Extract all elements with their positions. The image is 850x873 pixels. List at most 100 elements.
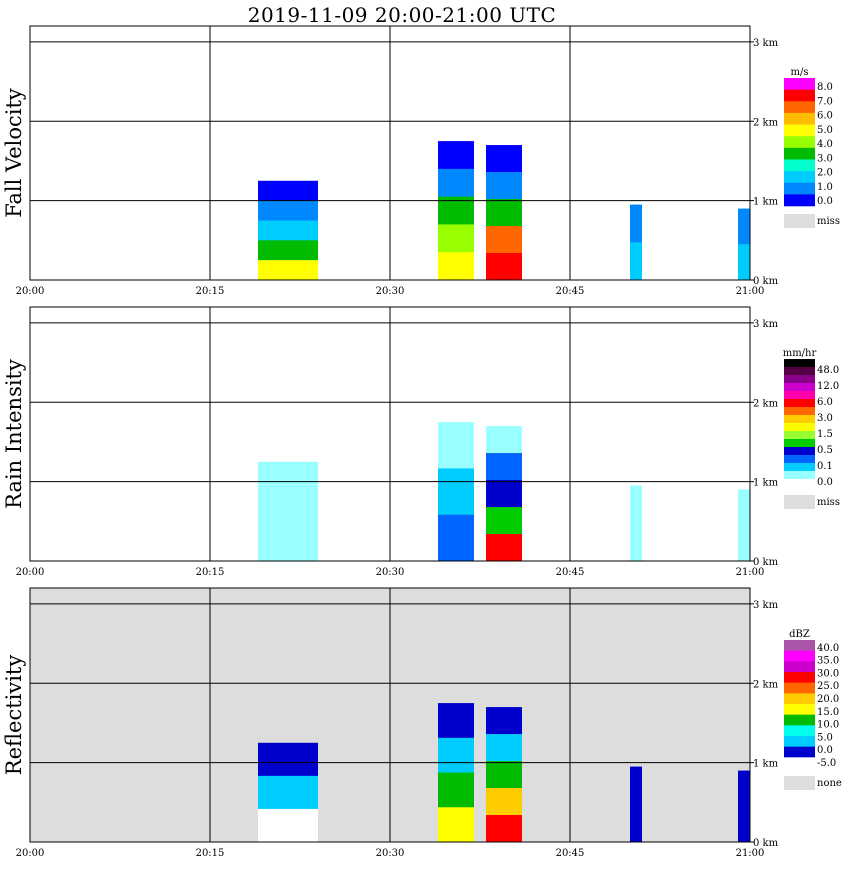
colorbar-reflectivity: dBZ 40.0 35.030.0 25.0 20.0 15.0 10.05.0 0.0 -5.… [784,629,842,790]
colorbar-label: 40.0 [817,643,839,654]
y-axis-label: Rain Intensity [2,359,26,509]
echo-cell [438,703,474,739]
colorbar-swatch [784,431,815,440]
x-tick-label: 20:15 [196,848,225,859]
colorbar-swatch [784,171,815,184]
colorbar-swatch [784,415,815,424]
echo-cell [258,240,318,261]
y-tick-label: 0 km [753,557,779,568]
colorbar-swatch [784,367,815,376]
colorbar-swatch [784,672,815,683]
colorbar-unit: dBZ [789,629,810,640]
echo-cell [738,244,750,281]
colorbar-label: 3.0 [817,153,833,164]
echo-cell [438,141,474,170]
panel-rain-intensity: 0 km 1 km 2 km 3 km 20:00 20:15 20:30 20:45 21:0… [2,306,840,578]
colorbar-swatch [784,375,815,384]
colorbar-label: 6.0 [817,111,833,122]
colorbar-swatch [784,447,815,456]
colorbar-label: 6.0 [817,397,833,408]
colorbar-missing-label: miss [817,497,840,508]
echo-cell [486,507,522,535]
colorbar-swatch [784,407,815,416]
colorbar-label: 35.0 [817,656,839,667]
colorbar-missing-label: none [817,778,842,789]
echo-group [258,703,750,843]
colorbar-label: 0.5 [817,445,833,456]
colorbar-label: 0.0 [817,477,833,488]
echo-cell [738,489,750,562]
echo-cell [486,761,522,789]
colorbar-swatch [784,101,815,114]
colorbar-swatch [784,714,815,726]
y-tick-label: 0 km [753,838,779,849]
colorbar-swatch [784,757,815,769]
colorbar-swatch [784,124,815,137]
echo-cell [258,742,318,777]
y-tick-label: 0 km [753,276,779,287]
colorbar-missing-label: miss [817,216,840,227]
colorbar-label: 2.0 [817,168,833,179]
colorbar-swatch [784,159,815,172]
colorbar-label: 7.0 [817,96,833,107]
echo-cell [258,220,318,241]
echo-cell [438,807,474,843]
colorbar-label: 5.0 [817,125,833,136]
y-tick-label: 2 km [753,679,779,690]
echo-cell [438,422,474,469]
colorbar-swatch [784,147,815,160]
echo-cell [258,461,318,562]
y-tick-label: 1 km [753,197,779,208]
colorbar-label: 20.0 [817,694,839,705]
echo-group [258,141,750,281]
echo-cell [630,204,642,243]
echo-group [258,422,750,562]
colorbar-missing-swatch [784,214,815,228]
x-tick-label: 21:00 [736,286,765,297]
y-axis-label: Reflectivity [2,655,26,776]
colorbar-swatch [784,391,815,400]
y-tick-label: 3 km [753,38,779,49]
colorbar-label: 30.0 [817,668,839,679]
colorbar-swatch [784,746,815,758]
plot-frame [29,25,751,281]
x-tick-label: 20:45 [556,848,585,859]
colorbar-label: 0.1 [817,461,833,472]
panel-fall-velocity: 0 km 1 km 2 km 3 km 20:00 20:15 20:30 20:45 21:0… [2,25,840,297]
colorbar-label: 8.0 [817,82,833,93]
x-tick-label: 20:00 [16,848,45,859]
echo-cell [486,734,522,762]
y-tick-label: 3 km [753,319,779,330]
echo-cell [486,534,522,562]
colorbar-label: -5.0 [817,758,836,769]
x-tick-label: 20:15 [196,286,225,297]
colorbar-swatch [784,399,815,408]
y-tick-label: 2 km [753,117,779,128]
echo-cell [438,168,474,198]
x-tick-label: 20:30 [376,567,405,578]
colorbar-label: 12.0 [817,381,839,392]
colorbar-swatch [784,693,815,705]
colorbar-swatch [784,194,815,207]
echo-cell [486,480,522,508]
colorbar-swatch [784,383,815,392]
colorbar-label: 1.0 [817,182,833,193]
x-tick-label: 20:30 [376,286,405,297]
echo-cell [438,514,474,562]
y-tick-label: 1 km [753,478,779,489]
colorbar-swatch [784,682,815,694]
colorbar-missing-swatch [784,495,815,509]
x-tick-label: 21:00 [736,848,765,859]
colorbar-label: 5.0 [817,732,833,743]
colorbar-swatch [784,463,815,472]
x-tick-label: 20:45 [556,286,585,297]
x-tick-label: 20:00 [16,286,45,297]
y-tick-label: 2 km [753,398,779,409]
echo-cell [258,180,318,202]
colorbar-swatch [784,78,815,90]
echo-cell [438,772,474,808]
echo-cell [438,224,474,253]
colorbar-swatch [784,112,815,125]
